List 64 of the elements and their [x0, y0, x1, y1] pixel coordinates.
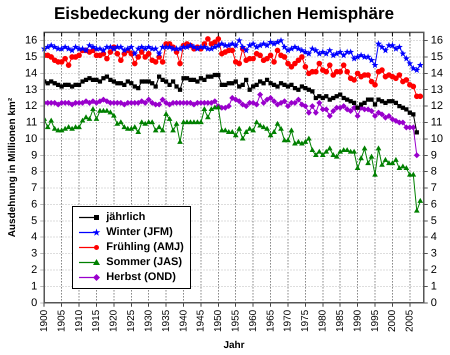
y-tick-label: 1	[31, 280, 38, 292]
legend-label: Winter (JFM)	[106, 226, 173, 238]
y-tick-label: 8	[31, 166, 38, 178]
x-tick-label: 1915	[91, 309, 102, 332]
x-tick-label: 1910	[74, 309, 85, 332]
y-tick-label: 5	[31, 214, 38, 227]
y2-tick-label: 15	[430, 51, 444, 64]
legend-label: Frühling (AMJ)	[106, 241, 184, 254]
x-tick-label: 1945	[196, 309, 207, 332]
x-tick-label: 1925	[126, 309, 138, 332]
y2-tick-label: 3	[430, 248, 437, 260]
x-tick-label: 1955	[230, 309, 242, 332]
x-tick-label: 1935	[160, 309, 172, 332]
x-tick-label: 1900	[38, 309, 50, 332]
y-tick-label: 10	[24, 132, 38, 145]
y-axis-title: Ausdehnung in Millionen km²	[6, 97, 18, 238]
x-tick-label: 1920	[108, 309, 120, 332]
y2-tick-label: 12	[430, 100, 444, 112]
y-tick-label: 12	[24, 100, 38, 112]
y2-tick-label: 8	[430, 166, 437, 178]
y2-tick-label: 2	[430, 264, 437, 276]
y2-tick-label: 6	[430, 198, 437, 210]
y2-tick-label: 5	[430, 214, 437, 227]
x-tick-label: 1950	[213, 309, 224, 332]
x-tick-label: 1990	[352, 309, 364, 332]
x-axis-title: Jahr	[223, 340, 245, 351]
y-tick-label: 0	[31, 296, 38, 309]
y-tick-label: 16	[24, 34, 38, 47]
y2-tick-label: 7	[430, 182, 437, 194]
x-tick-label: 2000	[387, 309, 398, 332]
x-tick-label: 1970	[282, 309, 294, 332]
x-tick-label: 1995	[370, 309, 381, 332]
y-tick-label: 9	[31, 149, 38, 162]
y2-tick-label: 11	[430, 116, 442, 129]
x-tick-label: 1965	[265, 309, 276, 332]
legend-label: Sommer (JAS)	[106, 256, 182, 268]
legend-label: Herbst (OND)	[106, 271, 176, 284]
y-tick-label: 4	[31, 231, 38, 244]
x-tick-label: 1905	[56, 309, 68, 332]
y-tick-label: 6	[31, 198, 38, 210]
x-tick-label: 1980	[318, 309, 329, 332]
y-tick-label: 14	[24, 67, 38, 80]
y2-tick-label: 4	[430, 231, 437, 244]
x-tick-label: 1985	[334, 309, 346, 332]
y2-tick-label: 1	[430, 280, 437, 292]
x-tick-label: 1975	[300, 309, 312, 332]
y2-tick-label: 16	[430, 34, 444, 47]
y-tick-label: 3	[31, 248, 38, 260]
y2-tick-label: 9	[430, 149, 437, 162]
y2-tick-label: 0	[430, 296, 437, 309]
y-tick-label: 2	[31, 264, 38, 276]
x-tick-label: 2005	[404, 309, 416, 332]
y-tick-label: 15	[24, 51, 38, 64]
legend-label: jährlich	[106, 211, 146, 224]
y2-tick-label: 10	[430, 132, 444, 145]
y2-tick-label: 14	[430, 67, 444, 80]
x-tick-label: 1960	[248, 309, 259, 332]
y-tick-label: 13	[24, 84, 38, 96]
y-tick-label: 11	[26, 116, 38, 129]
y-tick-label: 7	[31, 182, 38, 194]
x-tick-label: 1930	[143, 309, 154, 332]
y2-tick-label: 13	[430, 84, 444, 96]
x-tick-label: 1940	[178, 309, 190, 332]
chart-title: Eisbedeckung der nördlichen Hemisphäre	[54, 4, 394, 23]
